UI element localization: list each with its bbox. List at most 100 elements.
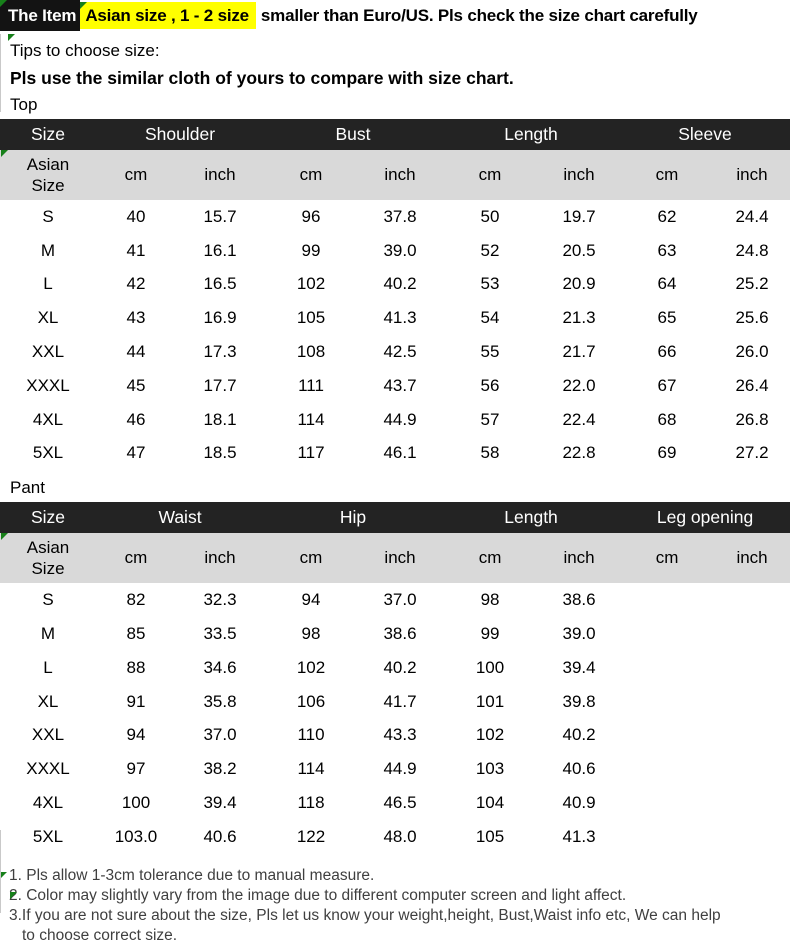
measurement-cell: 39.4 (176, 786, 265, 820)
measurement-cell: 91 (96, 684, 176, 719)
size-cell: XXXL (0, 368, 96, 403)
pant-table-group-header-row: Size Waist Hip Length Leg opening (0, 502, 791, 534)
note-line-1: 1. Pls allow 1-3cm tolerance due to manu… (9, 866, 375, 884)
measurement-cell: 99 (264, 233, 358, 268)
unit-header: inch (714, 150, 791, 200)
top-table-group-header-row: Size Shoulder Bust Length Sleeve (0, 119, 791, 150)
asian-size-header: Asian Size (0, 533, 96, 584)
measurement-cell: 114 (264, 402, 358, 437)
comment-marker-icon (1, 150, 8, 157)
measurement-cell: 100 (442, 650, 539, 685)
unit-header: inch (538, 150, 620, 200)
measurement-cell: 39.4 (538, 650, 621, 685)
measurement-cell (714, 786, 791, 820)
measurement-cell: 43.3 (358, 718, 443, 753)
measurement-cell: 39.8 (538, 684, 621, 719)
measurement-cell: 15.7 (176, 200, 264, 234)
measurement-cell: 58 (442, 436, 538, 471)
measurement-cell: 26.0 (714, 335, 791, 369)
measurement-cell: 33.5 (176, 617, 265, 651)
size-cell: M (0, 617, 96, 651)
unit-header: cm (442, 533, 539, 584)
measurement-cell (620, 583, 715, 618)
comment-marker-icon (1, 533, 8, 541)
measurement-cell (714, 718, 791, 753)
measurement-cell: 96 (264, 200, 358, 234)
measurement-cell: 102 (264, 650, 359, 685)
measurement-cell: 110 (264, 718, 359, 753)
column-group-length: Length (442, 502, 621, 534)
measurement-cell: 98 (442, 583, 539, 618)
banner-item-chip: The Item (0, 0, 81, 31)
unit-header: inch (176, 150, 264, 200)
unit-header: inch (358, 533, 443, 584)
measurement-cell: 68 (620, 402, 714, 437)
measurement-cell: 37.0 (176, 718, 265, 753)
unit-header: cm (442, 150, 538, 200)
measurement-cell (714, 752, 791, 787)
measurement-cell: 18.5 (176, 436, 264, 471)
measurement-cell: 99 (442, 617, 539, 651)
unit-header: cm (96, 150, 176, 200)
measurement-cell: 108 (264, 335, 358, 369)
footer-notes: 1. Pls allow 1-3cm tolerance due to manu… (9, 866, 797, 946)
measurement-cell: 35.8 (176, 684, 265, 719)
measurement-cell: 117 (264, 436, 358, 471)
measurement-cell: 69 (620, 436, 714, 471)
top-size-table: Size Shoulder Bust Length Sleeve Asian S… (0, 119, 791, 471)
table-row: XL 91 35.8 106 41.7 101 39.8 (0, 684, 791, 719)
measurement-cell: 37.0 (358, 583, 443, 618)
measurement-cell: 40.2 (538, 718, 621, 753)
section-label-pant: Pant (10, 478, 45, 498)
measurement-cell (714, 650, 791, 685)
measurement-cell: 88 (96, 650, 176, 685)
measurement-cell: 98 (264, 617, 359, 651)
column-group-hip: Hip (264, 502, 443, 534)
measurement-cell: 22.0 (538, 368, 620, 403)
table-row: 4XL 100 39.4 118 46.5 104 40.9 (0, 786, 791, 820)
banner-highlight: Asian size , 1 - 2 size (80, 2, 256, 29)
measurement-cell: 55 (442, 335, 538, 369)
measurement-cell: 38.6 (538, 583, 621, 618)
unit-header: cm (620, 533, 715, 584)
measurement-cell: 17.7 (176, 368, 264, 403)
measurement-cell: 82 (96, 583, 176, 618)
table-row: M 85 33.5 98 38.6 99 39.0 (0, 617, 791, 651)
table-row: S 82 32.3 94 37.0 98 38.6 (0, 583, 791, 618)
measurement-cell: 21.3 (538, 301, 620, 336)
measurement-cell: 40.2 (358, 650, 443, 685)
measurement-cell: 46.5 (358, 786, 443, 820)
column-group-size: Size (0, 119, 96, 150)
top-table-unit-header-row: Asian Size cm inch cm inch cm inch cm in… (0, 150, 791, 200)
column-group-bust: Bust (264, 119, 442, 150)
measurement-cell: 118 (264, 786, 359, 820)
column-group-shoulder: Shoulder (96, 119, 264, 150)
measurement-cell: 37.8 (358, 200, 442, 234)
measurement-cell: 46.1 (358, 436, 442, 471)
measurement-cell: 41 (96, 233, 176, 268)
measurement-cell: 17.3 (176, 335, 264, 369)
column-group-leg-opening: Leg opening (620, 502, 791, 534)
note-line-4: to choose correct size. (22, 926, 178, 944)
comment-marker-icon (0, 872, 7, 879)
note-line-2: 2. Color may slightly vary from the imag… (9, 886, 627, 904)
banner-suffix-text: smaller than Euro/US. Pls check the size… (260, 5, 698, 25)
measurement-cell: 48.0 (358, 819, 443, 854)
measurement-cell: 16.5 (176, 267, 264, 302)
measurement-cell: 39.0 (538, 617, 621, 651)
unit-header: cm (264, 533, 359, 584)
measurement-cell: 42 (96, 267, 176, 302)
size-cell: XL (0, 301, 96, 336)
measurement-cell (714, 819, 791, 854)
size-cell: XXL (0, 335, 96, 369)
measurement-cell: 85 (96, 617, 176, 651)
section-label-top: Top (10, 95, 38, 114)
warning-banner: The Item Asian size , 1 - 2 size smaller… (0, 0, 797, 31)
measurement-cell: 66 (620, 335, 714, 369)
measurement-cell: 24.8 (714, 233, 791, 268)
table-row: L 42 16.5 102 40.2 53 20.9 64 25.2 (0, 267, 791, 302)
measurement-cell: 43 (96, 301, 176, 336)
column-group-waist: Waist (96, 502, 265, 534)
measurement-cell: 38.2 (176, 752, 265, 787)
